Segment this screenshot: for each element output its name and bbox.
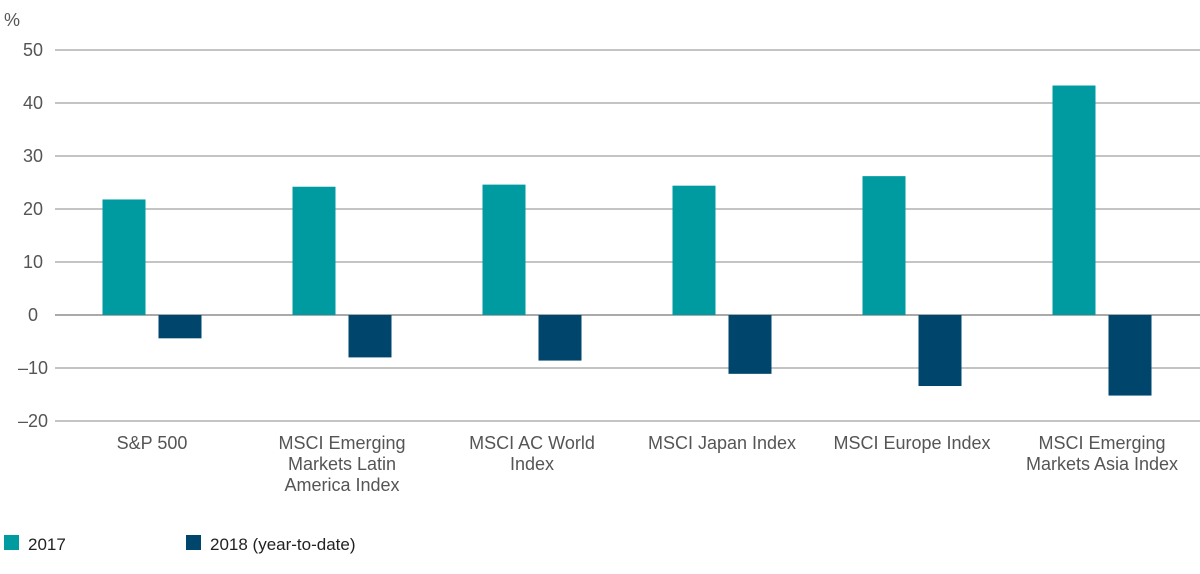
bar-2018-2 [538, 315, 582, 361]
gridlines [55, 49, 1200, 422]
y-tick-label: 20 [23, 199, 43, 219]
bar-2017-3 [672, 185, 716, 315]
y-tick-label: –10 [18, 358, 48, 378]
bar-2018-0 [158, 315, 202, 339]
category-label: MSCI Europe Index [833, 433, 990, 453]
legend-swatch [4, 535, 19, 550]
category-label: Markets Asia Index [1026, 454, 1178, 474]
bar-2017-0 [102, 199, 146, 315]
bar-2018-3 [728, 315, 772, 374]
y-tick-label: 30 [23, 146, 43, 166]
bar-2017-5 [1052, 85, 1096, 315]
bars [102, 85, 1152, 396]
category-label: MSCI Japan Index [648, 433, 796, 453]
legend-label: 2018 (year-to-date) [210, 535, 356, 554]
bar-2017-2 [482, 184, 526, 315]
legend: 2017 2018 (year-to-date) [4, 535, 356, 554]
category-label: S&P 500 [117, 433, 188, 453]
category-label: America Index [284, 475, 399, 495]
y-tick-label: 0 [28, 305, 38, 325]
category-label: MSCI Emerging [278, 433, 405, 453]
y-axis-unit-label: % [4, 10, 20, 30]
category-label: MSCI AC World [469, 433, 595, 453]
bar-2018-5 [1108, 315, 1152, 396]
y-tick-label: 40 [23, 93, 43, 113]
legend-label: 2017 [28, 535, 66, 554]
y-tick-label: 50 [23, 40, 43, 60]
bar-2018-1 [348, 315, 392, 358]
y-axis-ticks: 50 40 30 20 10 0 –10 –20 [18, 40, 48, 431]
y-tick-label: –20 [18, 411, 48, 431]
bar-2017-1 [292, 186, 336, 315]
y-tick-label: 10 [23, 252, 43, 272]
legend-swatch [186, 535, 201, 550]
bar-2018-4 [918, 315, 962, 387]
category-label: MSCI Emerging [1038, 433, 1165, 453]
category-label: Markets Latin [288, 454, 396, 474]
category-label: Index [510, 454, 554, 474]
bar-2017-4 [862, 176, 906, 315]
